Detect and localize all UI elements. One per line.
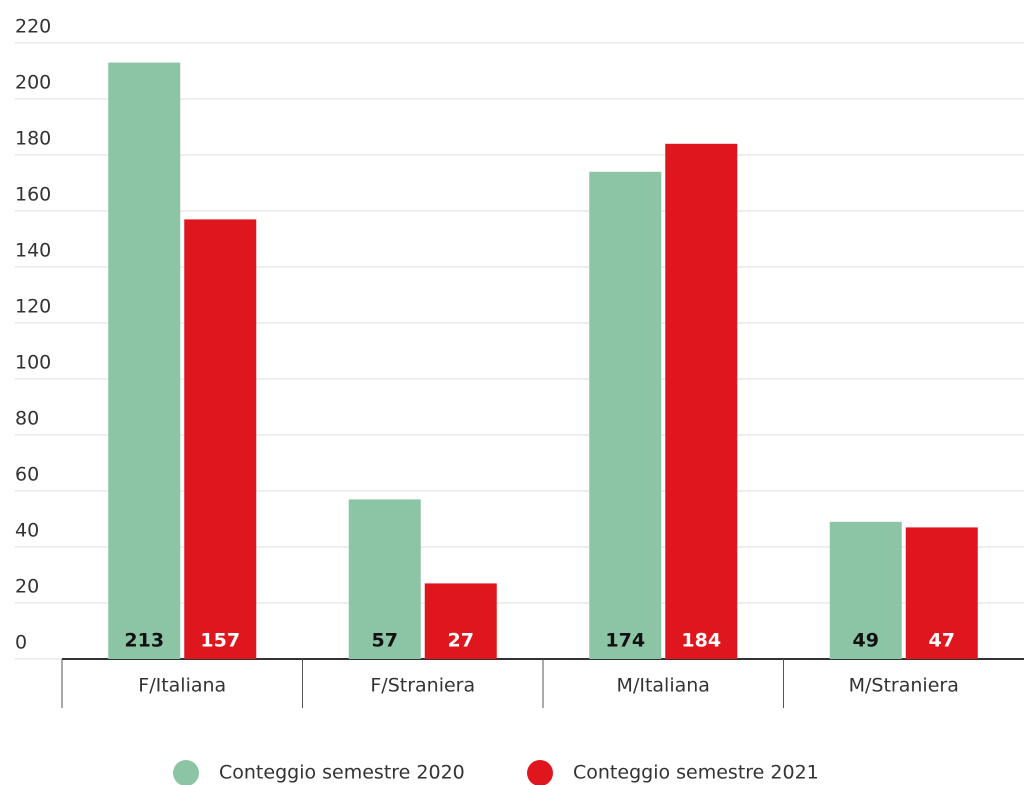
value-label: 174: [605, 630, 645, 652]
value-label: 47: [929, 630, 955, 652]
x-tick-label: F/Italiana: [138, 675, 226, 697]
y-tick-label: 60: [15, 464, 39, 486]
y-tick-label: 80: [15, 408, 39, 430]
bar: [184, 219, 257, 659]
bar: [348, 499, 421, 659]
value-label: 184: [681, 630, 721, 652]
y-tick-label: 180: [15, 128, 51, 150]
bar: [665, 143, 738, 660]
bar: [108, 62, 181, 660]
value-label: 57: [372, 630, 398, 652]
bar: [829, 521, 902, 659]
legend-swatch: [173, 760, 199, 785]
y-tick-label: 20: [15, 576, 39, 598]
y-tick-label: 100: [15, 352, 51, 374]
y-tick-label: 140: [15, 240, 51, 262]
y-tick-label: 220: [15, 16, 51, 38]
y-tick-label: 40: [15, 520, 39, 542]
x-tick-label: M/Straniera: [849, 675, 959, 697]
bar: [905, 527, 978, 659]
x-tick-label: M/Italiana: [617, 675, 710, 697]
legend-label: Conteggio semestre 2021: [573, 762, 819, 784]
bar: [589, 171, 662, 660]
y-tick-label: 200: [15, 72, 51, 94]
value-label: 49: [853, 630, 879, 652]
y-tick-label: 160: [15, 184, 51, 206]
legend-swatch: [527, 760, 553, 785]
y-tick-label: 120: [15, 296, 51, 318]
y-tick-label: 0: [15, 632, 27, 654]
value-label: 213: [124, 630, 164, 652]
value-label: 157: [200, 630, 240, 652]
value-label: 27: [448, 630, 474, 652]
x-tick-label: F/Straniera: [370, 675, 475, 697]
bar: [424, 583, 497, 659]
legend-label: Conteggio semestre 2020: [219, 762, 465, 784]
